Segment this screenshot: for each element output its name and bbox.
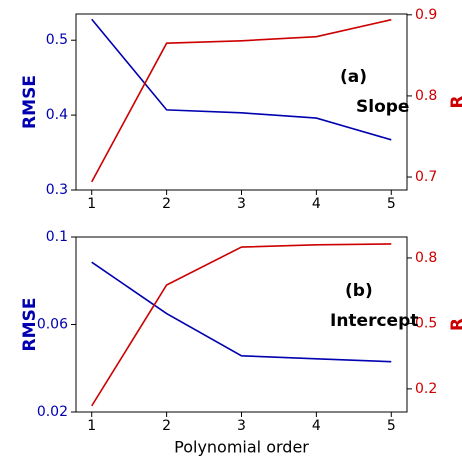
y-axis-label: RMSE	[20, 298, 40, 352]
y-axis-label: RMSE	[20, 75, 40, 129]
annotation: (a)	[340, 67, 367, 87]
x-tick-label: 5	[387, 196, 396, 212]
y-tick-label: 0.1	[46, 229, 68, 245]
y2-tick-label: 0.2	[415, 381, 437, 397]
y2-tick-label: 0.9	[415, 7, 437, 23]
y2-tick-label: 0.8	[415, 250, 437, 266]
y-tick-label: 0.06	[37, 317, 68, 333]
x-tick-label: 3	[237, 418, 246, 434]
x-axis-label: Polynomial order	[174, 438, 309, 457]
x-tick-label: 1	[87, 196, 96, 212]
y2-tick-label: 0.5	[415, 315, 437, 331]
y2-axis-label: R	[448, 95, 462, 108]
data-line	[91, 18, 392, 183]
y2-tick-label: 0.7	[415, 169, 437, 185]
annotation: Slope	[356, 97, 409, 117]
x-tick-label: 3	[237, 196, 246, 212]
y-tick-label: 0.5	[46, 32, 68, 48]
y-tick-label: 0.02	[37, 404, 68, 420]
y2-tick-label: 0.8	[415, 88, 437, 104]
annotation: Intercept	[330, 311, 418, 331]
x-tick-label: 5	[387, 418, 396, 434]
data-line	[91, 243, 392, 407]
annotation: (b)	[345, 281, 373, 301]
y2-axis-label: R	[448, 318, 462, 331]
x-tick-label: 4	[312, 196, 321, 212]
x-tick-label: 2	[162, 196, 171, 212]
data-line	[91, 261, 392, 363]
x-tick-label: 2	[162, 418, 171, 434]
x-tick-label: 1	[87, 418, 96, 434]
y-tick-label: 0.3	[46, 182, 68, 198]
data-line	[91, 18, 392, 141]
y-tick-label: 0.4	[46, 107, 68, 123]
x-tick-label: 4	[312, 418, 321, 434]
